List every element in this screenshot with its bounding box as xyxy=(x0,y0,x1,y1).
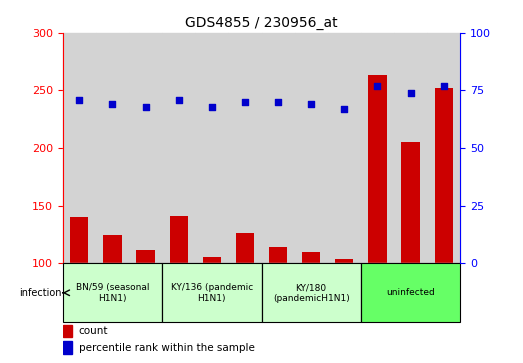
Bar xyxy=(302,252,320,363)
Bar xyxy=(262,33,294,264)
Bar xyxy=(63,33,96,264)
Bar xyxy=(104,234,121,363)
Bar xyxy=(63,341,72,354)
Text: count: count xyxy=(78,326,108,336)
Bar xyxy=(162,264,262,322)
Point xyxy=(439,83,448,89)
Point xyxy=(340,106,348,112)
Bar xyxy=(328,33,361,264)
Bar xyxy=(402,142,419,363)
Text: KY/136 (pandemic
H1N1): KY/136 (pandemic H1N1) xyxy=(170,283,253,302)
Bar xyxy=(63,264,162,322)
Point xyxy=(208,103,216,109)
Point xyxy=(406,90,415,95)
Bar xyxy=(63,325,72,337)
Point xyxy=(175,97,183,102)
Bar xyxy=(236,233,254,363)
Bar xyxy=(203,257,221,363)
Bar xyxy=(96,33,129,264)
Bar xyxy=(195,33,229,264)
Point xyxy=(274,99,282,105)
Bar xyxy=(361,264,460,322)
Title: GDS4855 / 230956_at: GDS4855 / 230956_at xyxy=(185,16,338,30)
Bar xyxy=(229,33,262,264)
Point xyxy=(241,99,249,105)
Bar xyxy=(361,33,394,264)
Bar xyxy=(169,216,188,363)
Text: infection: infection xyxy=(19,288,62,298)
Point xyxy=(141,103,150,109)
Bar xyxy=(435,88,453,363)
Text: BN/59 (seasonal
H1N1): BN/59 (seasonal H1N1) xyxy=(76,283,149,302)
Text: percentile rank within the sample: percentile rank within the sample xyxy=(78,343,255,353)
Bar xyxy=(269,247,287,363)
Bar xyxy=(137,250,155,363)
Bar xyxy=(335,259,354,363)
Bar xyxy=(262,264,361,322)
Point xyxy=(373,83,382,89)
Text: uninfected: uninfected xyxy=(386,288,435,297)
Bar xyxy=(368,76,386,363)
Point xyxy=(108,101,117,107)
Bar xyxy=(294,33,328,264)
Bar xyxy=(70,217,88,363)
Point xyxy=(307,101,315,107)
Point xyxy=(75,97,84,102)
Bar xyxy=(129,33,162,264)
Text: KY/180
(pandemicH1N1): KY/180 (pandemicH1N1) xyxy=(273,283,349,302)
Bar xyxy=(427,33,460,264)
Bar xyxy=(394,33,427,264)
Bar xyxy=(162,33,195,264)
